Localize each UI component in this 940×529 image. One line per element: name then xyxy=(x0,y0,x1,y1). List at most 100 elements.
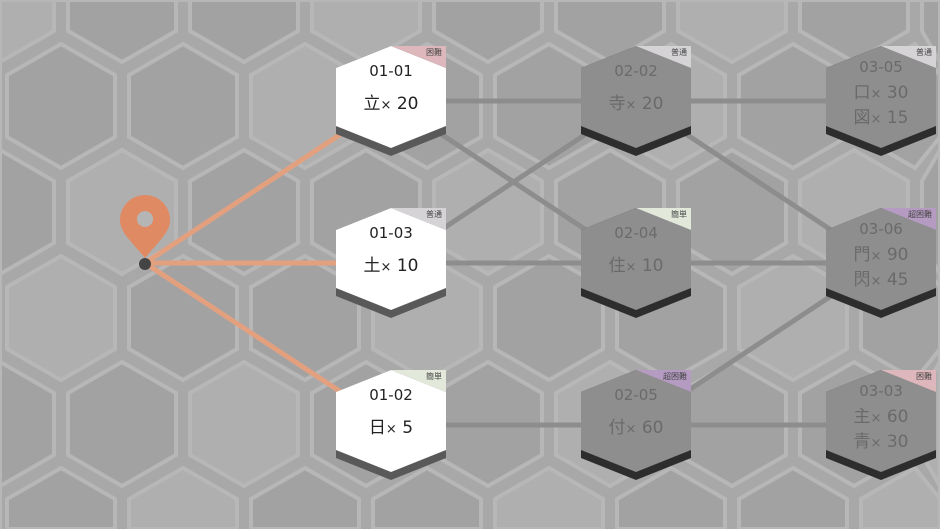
background-hex xyxy=(188,147,300,277)
stage-node-01-02[interactable]: 簡単 01-02 日× 5 xyxy=(336,370,446,480)
background-hex xyxy=(371,465,483,529)
multiplier: × xyxy=(380,260,392,275)
background-hex xyxy=(127,465,239,529)
multiplier: × xyxy=(385,422,397,437)
background-hex xyxy=(859,465,940,529)
requirement: 土× 10 xyxy=(336,251,446,276)
multiplier: × xyxy=(625,98,637,113)
difficulty-corner xyxy=(881,370,936,392)
hex-tile xyxy=(826,46,936,156)
multiplier: × xyxy=(870,274,882,289)
stage-id: 01-01 xyxy=(369,62,413,80)
hex-tile xyxy=(336,370,446,480)
count: 10 xyxy=(396,256,419,276)
difficulty-badge: 超困難 xyxy=(908,210,932,219)
requirement: 図× 15 xyxy=(826,103,936,128)
hex-tile xyxy=(336,208,446,318)
requirement: 閃× 45 xyxy=(826,265,936,290)
stage-node-03-05[interactable]: 普通 03-05 口× 30 図× 15 xyxy=(826,46,936,156)
count: 90 xyxy=(886,245,909,265)
glyph: 図 xyxy=(853,108,871,128)
glyph: 口 xyxy=(853,83,871,103)
stage-node-01-03[interactable]: 普通 01-03 土× 10 xyxy=(336,208,446,318)
requirement: 口× 30 xyxy=(826,78,936,103)
requirement: 青× 30 xyxy=(826,427,936,452)
multiplier: × xyxy=(870,436,882,451)
glyph: 住 xyxy=(608,256,626,276)
stage-id: 03-05 xyxy=(859,58,903,76)
background-hex xyxy=(188,359,300,489)
glyph: 付 xyxy=(608,418,626,438)
background-hex xyxy=(5,41,117,171)
count: 30 xyxy=(886,83,909,103)
difficulty-badge: 普通 xyxy=(671,48,687,57)
requirement: 主× 60 xyxy=(826,402,936,427)
glyph: 青 xyxy=(853,432,871,452)
hex-tile xyxy=(826,208,936,318)
count: 10 xyxy=(641,256,664,276)
glyph: 閃 xyxy=(853,270,871,290)
count: 20 xyxy=(641,94,664,114)
requirement: 寺× 20 xyxy=(581,89,691,114)
hex-tile xyxy=(826,370,936,480)
stage-node-02-04[interactable]: 簡単 02-04 住× 10 xyxy=(581,208,691,318)
background-hex xyxy=(0,0,56,65)
stage-node-02-02[interactable]: 普通 02-02 寺× 20 xyxy=(581,46,691,156)
glyph: 門 xyxy=(853,245,871,265)
background-hex xyxy=(432,147,544,277)
background-hex xyxy=(493,465,605,529)
difficulty-corner xyxy=(391,46,446,68)
difficulty-corner xyxy=(636,46,691,68)
stage-id: 02-02 xyxy=(614,62,658,80)
difficulty-corner xyxy=(391,370,446,392)
background-hex xyxy=(66,359,178,489)
hex-tile xyxy=(581,46,691,156)
glyph: 立 xyxy=(363,94,381,114)
multiplier: × xyxy=(870,112,882,127)
background-hex xyxy=(432,0,544,65)
stage-node-03-03[interactable]: 困難 03-03 主× 60 青× 30 xyxy=(826,370,936,480)
glyph: 主 xyxy=(853,407,871,427)
background-hex xyxy=(127,41,239,171)
background-hex xyxy=(127,253,239,383)
multiplier: × xyxy=(870,87,882,102)
multiplier: × xyxy=(870,249,882,264)
stage-node-03-06[interactable]: 超困難 03-06 門× 90 閃× 45 xyxy=(826,208,936,318)
requirement: 日× 5 xyxy=(336,413,446,438)
background-hex xyxy=(188,0,300,65)
background-hex xyxy=(676,147,788,277)
count: 15 xyxy=(886,108,909,128)
difficulty-badge: 簡単 xyxy=(671,210,687,219)
background-hex xyxy=(66,0,178,65)
count: 20 xyxy=(396,94,419,114)
background-hex xyxy=(5,465,117,529)
multiplier: × xyxy=(625,260,637,275)
count: 60 xyxy=(886,407,909,427)
background-hex xyxy=(615,465,727,529)
count: 45 xyxy=(886,270,909,290)
requirement: 付× 60 xyxy=(581,413,691,438)
difficulty-badge: 困難 xyxy=(916,372,932,381)
background-hex xyxy=(249,465,361,529)
stage-id: 02-04 xyxy=(614,224,658,242)
stage-id: 03-06 xyxy=(859,220,903,238)
count: 5 xyxy=(402,418,414,438)
hex-tile xyxy=(581,208,691,318)
difficulty-badge: 困難 xyxy=(426,48,442,57)
map-pin-icon xyxy=(120,195,170,270)
requirement: 立× 20 xyxy=(336,89,446,114)
difficulty-corner xyxy=(881,46,936,68)
requirement: 住× 10 xyxy=(581,251,691,276)
count: 60 xyxy=(641,418,664,438)
background-hex xyxy=(0,147,56,277)
multiplier: × xyxy=(380,98,392,113)
glyph: 土 xyxy=(363,256,381,276)
difficulty-corner xyxy=(636,208,691,230)
stage-node-01-01[interactable]: 困難 01-01 立× 20 xyxy=(336,46,446,156)
stage-id: 01-02 xyxy=(369,386,413,404)
stage-node-02-05[interactable]: 超困難 02-05 付× 60 xyxy=(581,370,691,480)
requirement: 門× 90 xyxy=(826,240,936,265)
difficulty-badge: 簡単 xyxy=(426,372,442,381)
background-hex xyxy=(676,0,788,65)
